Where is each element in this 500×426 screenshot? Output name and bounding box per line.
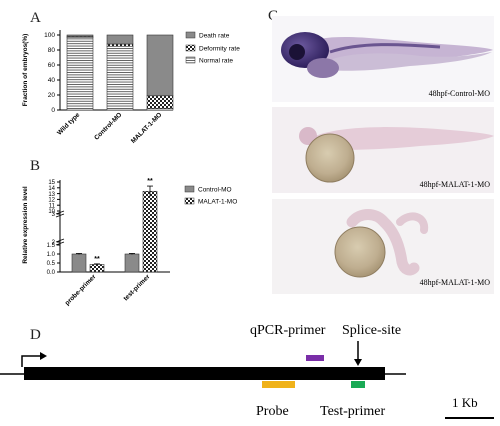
- panel-a: A 0 20 40 60 80 100 Fraction of embryos(%) Wi…: [22, 10, 240, 145]
- legend-b-malat: MALAT-1-MO: [198, 199, 237, 206]
- panel-a-ytick-1: 20: [48, 92, 56, 99]
- panel-b-ylabel: Relative expression level: [22, 186, 29, 264]
- panel-b-ytick-8: 12: [48, 198, 55, 204]
- probe-mark: [262, 381, 295, 388]
- panel-a-bar-1-0: [106, 45, 134, 111]
- panel-b-letter: B: [30, 158, 40, 174]
- panel-b-legend: Control-MO MALAT-1-MO: [184, 185, 237, 206]
- panel-a-bar-0-2: [66, 34, 94, 37]
- embryo-image-malat-2: 48hpf-MALAT-1-MO: [272, 199, 494, 294]
- qpcr-primer-label: qPCR-primer: [250, 323, 326, 338]
- panel-b-ytick-0: 0.0: [47, 270, 56, 276]
- legend-b-control: Control-MO: [198, 187, 232, 194]
- embryo-label-1: 48hpf-MALAT-1-MO: [420, 180, 491, 189]
- panel-b-bars: ** **: [71, 178, 158, 273]
- panel-a-legend: Death rate Deformity rate Normal rate: [185, 31, 240, 65]
- legend-b-swatch-malat: [184, 197, 195, 205]
- panel-a-bars: [66, 34, 174, 111]
- legend-b-swatch-control: [184, 185, 195, 193]
- panel-b-ytick-2: 1.0: [47, 252, 56, 258]
- legend-a-deformity: Deformity rate: [199, 46, 240, 53]
- scale-label: 1 Kb: [452, 395, 478, 410]
- panel-b-ytick-11: 15: [48, 180, 55, 186]
- panel-b-xtick-1: test-primer: [122, 273, 151, 302]
- test-primer-mark: [351, 381, 365, 388]
- panel-a-ytick-4: 80: [48, 47, 56, 54]
- panel-b-ytick-5: 3: [52, 212, 56, 218]
- legend-a-normal: Normal rate: [199, 58, 233, 65]
- panel-b-xtick-0: probe-primer: [64, 273, 98, 307]
- panel-a-bar-0-0: [66, 36, 94, 111]
- panel-b-bar-0-0: [71, 253, 87, 273]
- panel-a-bar-1-2: [106, 34, 134, 45]
- tss-arrow-icon: [21, 352, 47, 367]
- probe-label: Probe: [256, 404, 289, 419]
- panel-b-ytick-1: 0.5: [47, 261, 56, 267]
- panel-a-xticks: Wild type Control-MO MALAT-1-MO: [56, 111, 163, 145]
- panel-b-significance-1: **: [147, 178, 153, 185]
- test-primer-label: Test-primer: [320, 404, 385, 419]
- panel-a-ytick-5: 100: [44, 32, 55, 39]
- panel-a-ytick-0: 0: [51, 107, 55, 114]
- splice-arrow-icon: [354, 341, 362, 366]
- panel-b-ytick-4: 2: [52, 240, 56, 246]
- panel-a-bar-2-2: [146, 34, 174, 97]
- panel-b-ytick-6: 10: [48, 209, 55, 215]
- legend-a-swatch-deformity: [185, 44, 196, 52]
- gene-body: [24, 367, 385, 380]
- panel-b-ytick-7: 11: [49, 203, 56, 209]
- panel-a-bar-1-1: [106, 43, 134, 47]
- panel-a-bar-2-1: [146, 95, 174, 109]
- panel-a-ylabel: Fraction of embryos(%): [22, 34, 29, 107]
- legend-a-swatch-death: [185, 31, 196, 39]
- panel-b-bar-1-0: [124, 253, 140, 273]
- panel-a-xtick-0: Wild type: [56, 111, 82, 137]
- legend-a-death: Death rate: [199, 33, 230, 40]
- panel-b-bar-1-1: [142, 190, 158, 273]
- panel-a-xtick-1: Control-MO: [93, 111, 123, 141]
- panel-b-ytick-10: 14: [48, 186, 55, 192]
- legend-a-swatch-normal: [185, 56, 196, 64]
- panel-c: C 48hpf-Control-MO 48hpf-MALAT-1-MO: [268, 8, 494, 294]
- embryo-image-malat-1: 48hpf-MALAT-1-MO: [272, 107, 494, 193]
- panel-b-xticks: probe-primer test-primer: [64, 273, 152, 307]
- panel-a-letter: A: [30, 10, 41, 26]
- panel-b-ytick-9: 13: [48, 192, 55, 198]
- panel-b-bar-0-1: [89, 264, 105, 273]
- panel-b-significance-0: **: [94, 256, 100, 263]
- embryo-label-0: 48hpf-Control-MO: [429, 89, 491, 98]
- panel-a-xtick-2: MALAT-1-MO: [130, 111, 163, 144]
- panel-d-letter: D: [30, 327, 41, 343]
- splice-site-label: Splice-site: [342, 323, 401, 338]
- panel-a-ytick-2: 40: [48, 77, 56, 84]
- embryo-label-2: 48hpf-MALAT-1-MO: [420, 278, 491, 287]
- panel-b-ytick-3: 1.5: [47, 243, 56, 249]
- panel-a-ytick-3: 60: [48, 62, 56, 69]
- embryo-image-control: 48hpf-Control-MO: [272, 16, 494, 102]
- panel-d: D qPCR-primer Splice-site Probe Test-pri…: [0, 323, 494, 419]
- qpcr-primer-mark: [306, 355, 324, 361]
